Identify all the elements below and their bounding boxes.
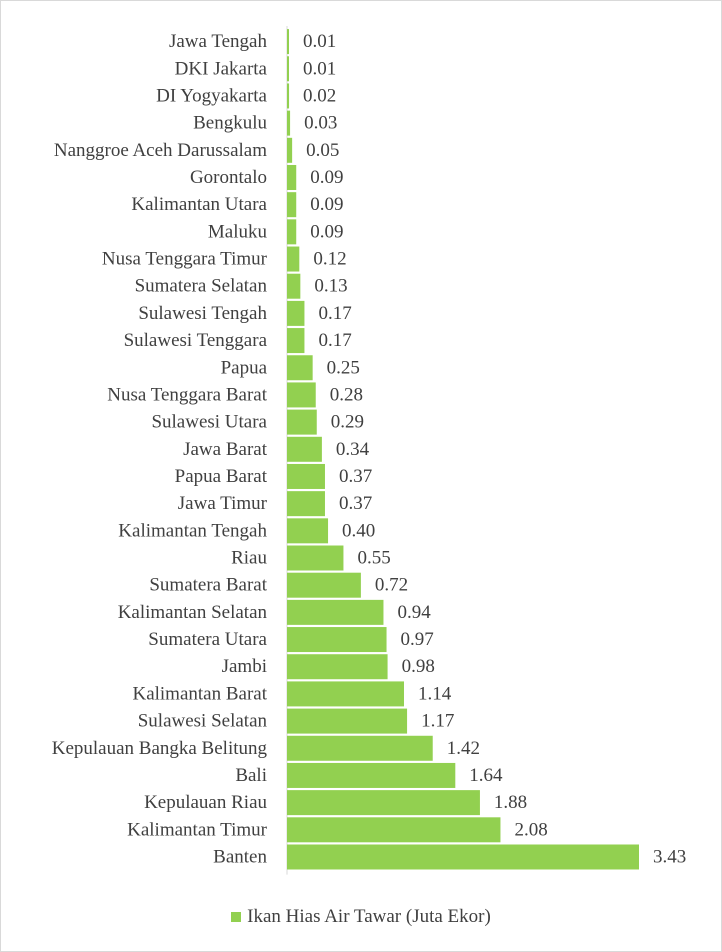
category-label: Riau	[231, 548, 267, 569]
bar	[287, 273, 301, 299]
data-label: 0.01	[303, 58, 336, 79]
data-label: 0.34	[336, 439, 370, 460]
legend-label: Ikan Hias Air Tawar (Juta Ekor)	[247, 906, 491, 927]
category-label: Sumatera Selatan	[135, 276, 268, 297]
category-label: Kepulauan Riau	[144, 792, 267, 813]
category-label: Jambi	[222, 656, 267, 677]
bar	[287, 137, 293, 163]
bar	[287, 29, 289, 55]
bar	[287, 355, 313, 381]
bar	[287, 436, 322, 462]
data-label: 0.09	[310, 167, 343, 188]
bar	[287, 328, 305, 354]
category-label: Maluku	[208, 221, 268, 242]
data-label: 0.55	[357, 548, 390, 569]
bar	[287, 790, 480, 816]
bar	[287, 599, 384, 625]
category-label: Kalimantan Barat	[132, 683, 267, 704]
bar	[287, 572, 361, 598]
category-label: Sulawesi Utara	[151, 412, 267, 433]
data-label: 0.02	[303, 85, 336, 106]
category-label: Bali	[235, 765, 267, 786]
bar	[287, 762, 456, 788]
data-label: 0.29	[331, 412, 364, 433]
category-label: Papua Barat	[175, 466, 268, 487]
data-label: 0.12	[313, 249, 346, 270]
data-label: 0.94	[397, 602, 431, 623]
bar	[287, 708, 408, 734]
data-label: 0.17	[318, 303, 351, 324]
bar	[287, 518, 329, 544]
legend: Ikan Hias Air Tawar (Juta Ekor)	[1, 906, 721, 928]
bar	[287, 246, 300, 272]
bar	[287, 844, 639, 870]
bar	[287, 545, 344, 571]
bar	[287, 409, 317, 435]
data-label: 3.43	[653, 846, 686, 867]
category-label: Sumatera Utara	[148, 629, 267, 650]
bar	[287, 817, 501, 843]
bar	[287, 83, 290, 109]
data-label: 0.25	[327, 357, 360, 378]
category-label: Kalimantan Selatan	[118, 602, 268, 623]
bar	[287, 164, 297, 190]
category-label: Kalimantan Tengah	[118, 520, 267, 541]
data-label: 0.03	[304, 113, 337, 134]
data-label: 1.64	[469, 765, 503, 786]
data-label: 0.97	[401, 629, 434, 650]
data-label: 0.72	[375, 575, 408, 596]
category-label: DI Yogyakarta	[156, 85, 267, 106]
bar	[287, 382, 316, 408]
data-label: 0.37	[339, 466, 372, 487]
data-label: 0.40	[342, 520, 375, 541]
category-label: Papua	[221, 357, 268, 378]
data-label: 0.13	[314, 276, 347, 297]
data-label: 0.98	[402, 656, 435, 677]
data-label: 0.05	[306, 140, 339, 161]
category-label: Jawa Barat	[183, 439, 268, 460]
data-label: 1.14	[418, 683, 452, 704]
bar	[287, 463, 325, 489]
category-label: Nusa Tenggara Timur	[102, 249, 268, 270]
data-label: 2.08	[514, 819, 547, 840]
category-label: Sulawesi Selatan	[138, 711, 268, 732]
category-label: Jawa Timur	[178, 493, 268, 514]
bar	[287, 110, 291, 136]
bar	[287, 56, 289, 82]
category-label: Sulawesi Tengah	[138, 303, 267, 324]
bar	[287, 627, 387, 653]
data-label: 1.17	[421, 711, 454, 732]
bar	[287, 300, 305, 326]
bar	[287, 735, 433, 761]
category-label: Nusa Tenggara Barat	[107, 384, 267, 405]
category-label: Kalimantan Utara	[131, 194, 267, 215]
bar	[287, 681, 404, 707]
category-label: Banten	[213, 846, 267, 867]
category-label: Sulawesi Tenggara	[124, 330, 268, 351]
category-label: Nanggroe Aceh Darussalam	[54, 140, 267, 161]
bar	[287, 192, 297, 218]
data-label: 0.37	[339, 493, 372, 514]
bar	[287, 219, 297, 245]
category-label: Gorontalo	[190, 167, 267, 188]
data-label: 0.09	[310, 221, 343, 242]
data-label: 1.42	[447, 738, 480, 759]
data-label: 0.28	[330, 384, 363, 405]
category-label: DKI Jakarta	[175, 58, 268, 79]
legend-swatch	[231, 912, 242, 922]
bar	[287, 654, 388, 680]
category-label: Kalimantan Timur	[127, 819, 268, 840]
category-label: Bengkulu	[193, 113, 267, 134]
data-label: 0.17	[318, 330, 351, 351]
data-label: 1.88	[494, 792, 527, 813]
category-label: Kepulauan Bangka Belitung	[52, 738, 268, 759]
data-label: 0.09	[310, 194, 343, 215]
data-label: 0.01	[303, 31, 336, 52]
category-label: Jawa Tengah	[169, 31, 268, 52]
bar	[287, 491, 325, 517]
category-label: Sumatera Barat	[149, 575, 267, 596]
